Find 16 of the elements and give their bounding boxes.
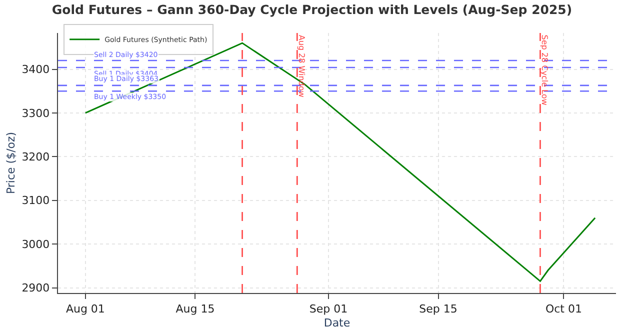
- y-axis-title: Price ($/oz): [4, 132, 18, 194]
- x-tick-label: Sep 15: [419, 302, 458, 316]
- y-tick-label: 3200: [22, 150, 50, 164]
- ref-line-label: Aug 28 Window: [297, 34, 306, 98]
- ref-line-label: Sep 28 Cycle Low: [540, 34, 550, 106]
- x-tick-label: Sep 01: [309, 302, 348, 316]
- y-tick-label: 3400: [22, 63, 50, 76]
- x-axis-title: Date: [324, 316, 350, 330]
- y-tick-label: 3100: [22, 194, 50, 208]
- x-tick-label: Oct 01: [545, 302, 582, 316]
- y-tick-label: 3000: [22, 238, 50, 251]
- x-tick-label: Aug 01: [66, 302, 105, 316]
- y-tick-label: 2900: [22, 282, 50, 295]
- x-tick-label: Aug 15: [176, 302, 215, 316]
- y-tick-label: 3300: [22, 106, 50, 120]
- chart-title: Gold Futures – Gann 360-Day Cycle Projection with Levels (Aug-Sep 2025): [52, 2, 572, 17]
